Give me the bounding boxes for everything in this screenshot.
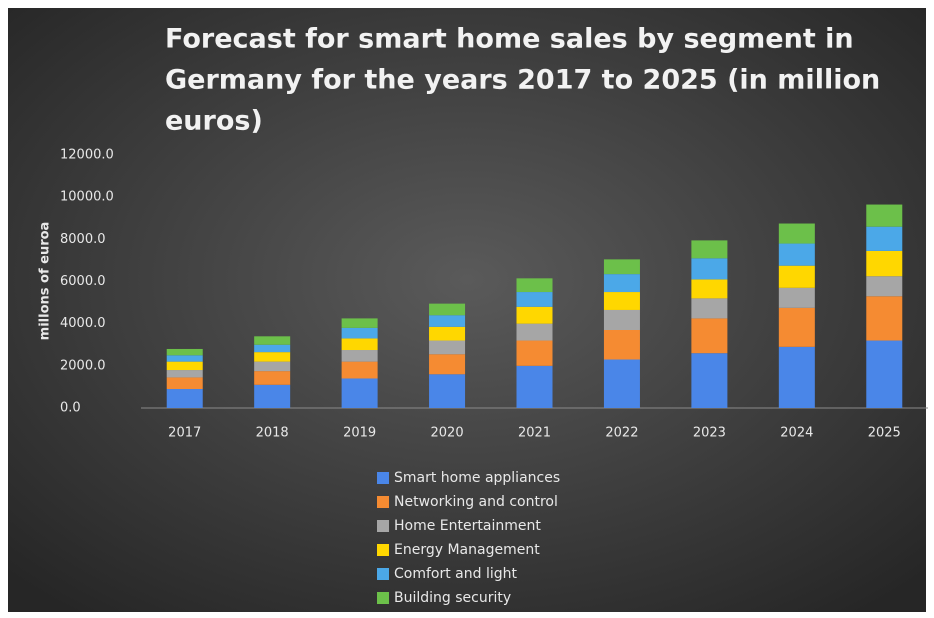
legend-label: Comfort and light bbox=[394, 566, 517, 582]
y-tick-label: 6000.0 bbox=[60, 274, 106, 289]
bar-segment bbox=[429, 315, 466, 327]
chart-title: Forecast for smart home sales by segment… bbox=[165, 24, 854, 55]
bar-segment bbox=[516, 278, 553, 293]
bar-segment bbox=[341, 338, 378, 351]
y-tick-label: 10000.0 bbox=[60, 190, 114, 205]
bar-segment bbox=[691, 318, 728, 354]
bar-segment bbox=[778, 265, 815, 288]
bar-segment bbox=[778, 243, 815, 266]
bar-segment bbox=[603, 274, 640, 293]
y-tick-label: 12000.0 bbox=[60, 148, 114, 163]
chart-title: Germany for the years 2017 to 2025 (in m… bbox=[165, 65, 880, 96]
bar-segment bbox=[254, 384, 291, 408]
bar-segment bbox=[341, 361, 378, 379]
bar-segment bbox=[691, 240, 728, 259]
bar-segment bbox=[691, 298, 728, 319]
bar-segment bbox=[516, 340, 553, 366]
x-tick-label: 2020 bbox=[431, 426, 464, 441]
bar-segment bbox=[516, 323, 553, 341]
x-tick-label: 2024 bbox=[780, 426, 813, 441]
bar-segment bbox=[778, 346, 815, 408]
bar-segment bbox=[341, 378, 378, 408]
bar-segment bbox=[866, 296, 903, 341]
legend-swatch bbox=[377, 496, 389, 508]
bar-segment bbox=[516, 365, 553, 408]
bar-segment bbox=[254, 344, 291, 353]
bar-segment bbox=[254, 361, 291, 372]
bar-segment bbox=[166, 377, 203, 390]
bar-segment bbox=[603, 259, 640, 275]
x-tick-label: 2022 bbox=[605, 426, 638, 441]
bar-segment bbox=[603, 329, 640, 360]
bar-segment bbox=[341, 327, 378, 339]
x-tick-label: 2025 bbox=[868, 426, 901, 441]
bar-segment bbox=[166, 370, 203, 378]
y-axis-label: millons of euroa bbox=[38, 222, 53, 341]
x-tick-label: 2021 bbox=[518, 426, 551, 441]
bar-segment bbox=[429, 340, 466, 355]
bar-segment bbox=[866, 250, 903, 277]
bar-segment bbox=[166, 389, 203, 408]
bar-segment bbox=[166, 355, 203, 362]
x-tick-label: 2017 bbox=[168, 426, 201, 441]
bar-segment bbox=[691, 279, 728, 299]
bar-segment bbox=[254, 336, 291, 345]
y-tick-label: 0.0 bbox=[60, 401, 81, 416]
legend-swatch bbox=[377, 472, 389, 484]
bar-segment bbox=[429, 374, 466, 408]
y-tick-label: 4000.0 bbox=[60, 316, 106, 331]
x-tick-label: 2023 bbox=[693, 426, 726, 441]
legend-swatch bbox=[377, 544, 389, 556]
bar-segment bbox=[341, 318, 378, 328]
bar-segment bbox=[516, 306, 553, 324]
legend-swatch bbox=[377, 568, 389, 580]
chart-title: euros) bbox=[165, 106, 263, 137]
bar-segment bbox=[603, 309, 640, 330]
bar-segment bbox=[778, 287, 815, 308]
bar-segment bbox=[603, 359, 640, 408]
background bbox=[8, 8, 926, 612]
bar-segment bbox=[866, 226, 903, 251]
bar-segment bbox=[691, 353, 728, 408]
bar-segment bbox=[166, 361, 203, 371]
bar-segment bbox=[254, 352, 291, 362]
bar-segment bbox=[603, 292, 640, 310]
bar-segment bbox=[429, 326, 466, 341]
bar-segment bbox=[341, 350, 378, 362]
bar-segment bbox=[778, 223, 815, 244]
legend-swatch bbox=[377, 592, 389, 604]
bar-segment bbox=[691, 258, 728, 280]
bar-segment bbox=[866, 204, 903, 227]
y-tick-label: 2000.0 bbox=[60, 358, 106, 373]
bar-segment bbox=[866, 276, 903, 297]
legend-label: Home Entertainment bbox=[394, 518, 541, 534]
legend-swatch bbox=[377, 520, 389, 532]
legend-label: Energy Management bbox=[394, 542, 540, 558]
bar-segment bbox=[254, 371, 291, 385]
legend-label: Building security bbox=[394, 590, 511, 606]
x-tick-label: 2019 bbox=[343, 426, 376, 441]
legend-label: Smart home appliances bbox=[394, 470, 560, 486]
bar-segment bbox=[429, 354, 466, 375]
x-tick-label: 2018 bbox=[256, 426, 289, 441]
y-tick-label: 8000.0 bbox=[60, 232, 106, 247]
bar-segment bbox=[429, 303, 466, 316]
legend-label: Networking and control bbox=[394, 494, 558, 510]
bar-segment bbox=[166, 348, 203, 356]
bar-segment bbox=[516, 292, 553, 307]
bar-segment bbox=[866, 340, 903, 408]
bar-segment bbox=[778, 307, 815, 347]
